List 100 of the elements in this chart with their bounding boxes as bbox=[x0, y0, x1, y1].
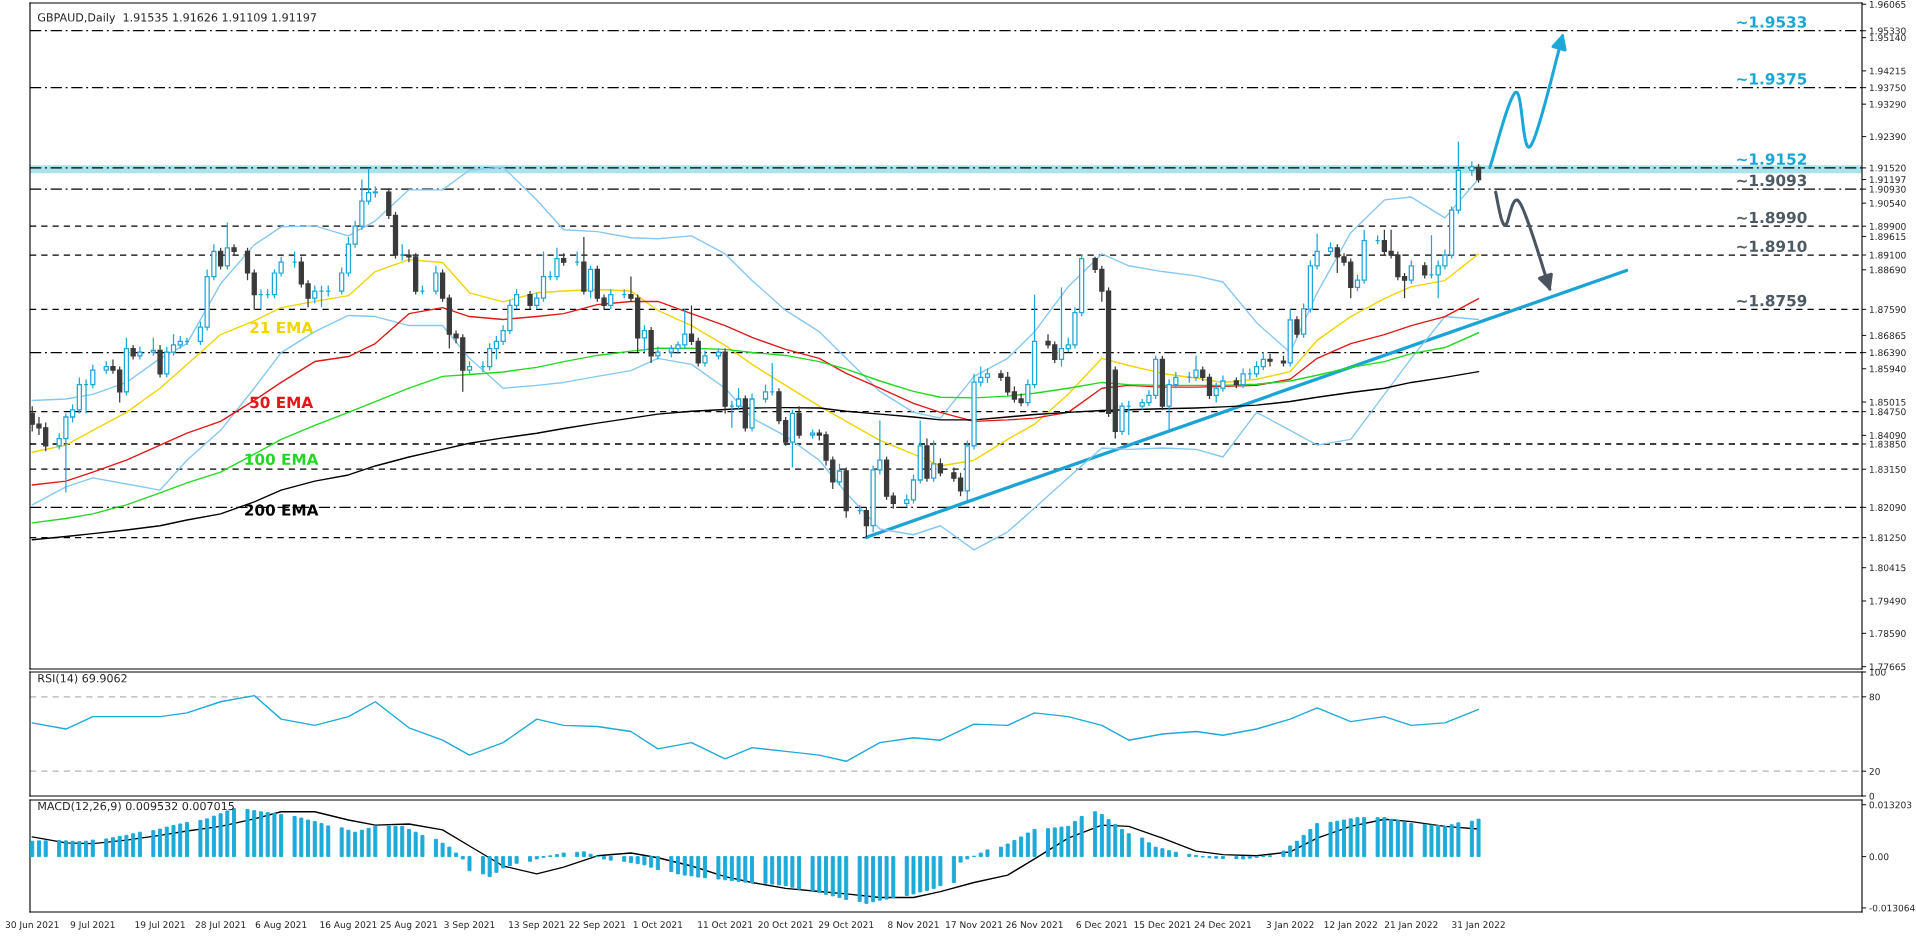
bar bbox=[306, 819, 311, 858]
y-tick-label: -0.013064 bbox=[1869, 904, 1915, 912]
bar bbox=[507, 856, 512, 867]
bar bbox=[70, 840, 75, 858]
line-series bbox=[31, 297, 1480, 486]
bar bbox=[400, 825, 405, 858]
bar bbox=[642, 856, 647, 866]
bar bbox=[447, 846, 452, 858]
bar bbox=[978, 852, 983, 858]
y-tick-label: 1.78590 bbox=[1869, 630, 1906, 637]
bar bbox=[608, 856, 613, 861]
candlestick bbox=[863, 506, 870, 539]
x-tick-label: 12 Jan 2022 bbox=[1324, 921, 1377, 930]
bar bbox=[1436, 825, 1441, 858]
x-tick-label: 29 Oct 2021 bbox=[818, 921, 874, 929]
x-tick-label: 17 Nov 2021 bbox=[946, 921, 1003, 929]
x-tick-label: 15 Dec 2021 bbox=[1134, 921, 1191, 929]
bar bbox=[924, 856, 929, 891]
line-series bbox=[31, 332, 1480, 524]
bar bbox=[487, 856, 492, 878]
bar bbox=[110, 837, 115, 858]
line-series bbox=[31, 166, 1480, 419]
y-tick-label: 1.95330 bbox=[1869, 27, 1906, 35]
x-tick-label: 1 Oct 2021 bbox=[633, 921, 683, 929]
candlestick bbox=[1267, 353, 1273, 368]
candlestick bbox=[157, 344, 163, 379]
bar bbox=[602, 856, 607, 860]
bar bbox=[1079, 816, 1084, 858]
y-tick-label: 1.94215 bbox=[1869, 67, 1906, 75]
bar bbox=[998, 846, 1003, 858]
bar bbox=[171, 825, 176, 858]
candlestick bbox=[1193, 355, 1199, 382]
candlestick bbox=[433, 265, 439, 296]
bar bbox=[561, 852, 566, 858]
ref-line-label: ~1.9533 bbox=[1737, 16, 1807, 28]
bar bbox=[575, 851, 580, 858]
bar bbox=[736, 856, 741, 882]
x-tick-label: 11 Oct 2021 bbox=[698, 921, 753, 929]
ref-line-label: ~1.8759 bbox=[1737, 294, 1807, 307]
bar bbox=[1449, 824, 1454, 858]
candlestick bbox=[1206, 373, 1213, 400]
bar bbox=[211, 815, 216, 858]
bar bbox=[232, 808, 237, 858]
bar bbox=[1120, 828, 1125, 858]
bar bbox=[743, 856, 748, 883]
bar bbox=[864, 856, 869, 904]
x-tick-label: 13 Sep 2021 bbox=[509, 921, 565, 930]
bar bbox=[326, 825, 331, 858]
y-tick-label: 1.93290 bbox=[1869, 100, 1906, 108]
bar bbox=[225, 810, 230, 858]
bar bbox=[84, 840, 89, 858]
bar bbox=[824, 856, 829, 895]
bar bbox=[649, 856, 654, 868]
x-tick-label: 19 Jul 2021 bbox=[135, 921, 185, 930]
bar bbox=[265, 812, 270, 858]
bar bbox=[151, 830, 156, 858]
bar bbox=[783, 856, 788, 887]
bar bbox=[467, 856, 472, 872]
candlestick bbox=[251, 268, 257, 311]
y-tick-label: 1.90930 bbox=[1869, 185, 1906, 193]
bar bbox=[292, 816, 297, 858]
y-tick-label: 1.83150 bbox=[1869, 465, 1906, 473]
x-tick-label: 28 Jul 2021 bbox=[195, 921, 246, 930]
y-tick-label: 1.86390 bbox=[1869, 349, 1906, 357]
ref-line-label: ~1.8990 bbox=[1737, 211, 1807, 224]
candlestick bbox=[910, 473, 917, 505]
bar bbox=[750, 856, 755, 884]
candlestick bbox=[641, 324, 648, 353]
candlestick bbox=[217, 247, 224, 271]
candlestick bbox=[931, 439, 937, 483]
y-tick-label: 1.88690 bbox=[1869, 266, 1906, 274]
candlestick bbox=[1475, 163, 1482, 184]
bar bbox=[884, 856, 889, 900]
y-tick-label: 1.81250 bbox=[1869, 534, 1906, 542]
candlestick bbox=[540, 250, 547, 303]
bar bbox=[830, 856, 835, 897]
y-tick-label: 0.00 bbox=[1869, 853, 1889, 861]
bar bbox=[1153, 846, 1158, 858]
bar bbox=[1106, 819, 1111, 858]
candlestick bbox=[1058, 286, 1065, 368]
bar bbox=[797, 856, 802, 890]
bar bbox=[918, 856, 923, 893]
y-tick-label: 80 bbox=[1869, 693, 1880, 701]
series-label: 200 EMA bbox=[245, 504, 319, 516]
candlestick bbox=[170, 333, 177, 357]
x-tick-label: 3 Jan 2022 bbox=[1266, 921, 1314, 930]
y-tick-label: 1.87590 bbox=[1869, 306, 1906, 313]
bar bbox=[1288, 845, 1293, 858]
bar bbox=[729, 856, 734, 882]
x-tick-label: 9 Jul 2021 bbox=[70, 921, 115, 930]
bar bbox=[938, 856, 943, 887]
bar bbox=[837, 856, 842, 898]
bar bbox=[178, 823, 183, 858]
bar bbox=[346, 829, 351, 858]
bar bbox=[1059, 826, 1064, 858]
candlestick bbox=[164, 346, 170, 379]
bar bbox=[817, 856, 822, 893]
candlestick bbox=[796, 405, 802, 440]
bar bbox=[1469, 820, 1474, 858]
bar bbox=[1375, 817, 1380, 858]
